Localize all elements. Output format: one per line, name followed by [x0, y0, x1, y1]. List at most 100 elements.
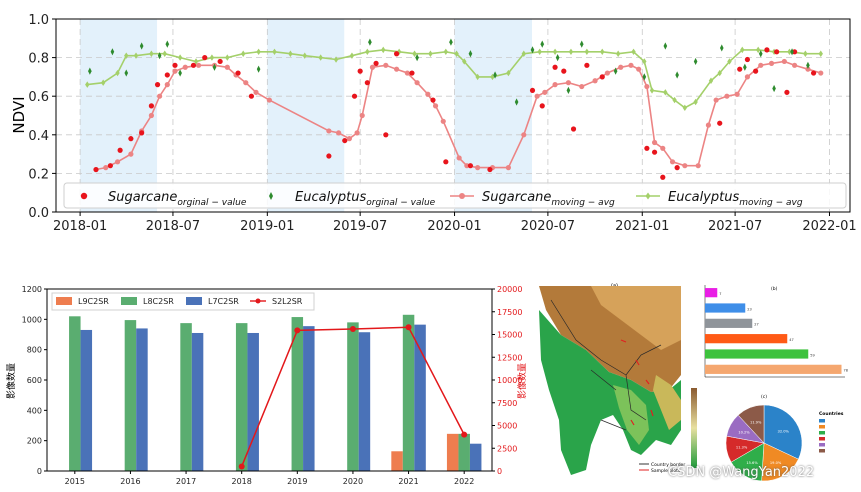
sugarcane-original-point [539, 103, 545, 109]
eucalyptus-moving-avg-point [600, 48, 605, 56]
eucalyptus-moving-avg-point [568, 48, 574, 56]
eucalyptus-moving-avg-point [241, 50, 246, 57]
sugarcane-moving-avg-point [781, 58, 787, 65]
eucalyptus-original-point [719, 44, 724, 52]
eucalyptus-moving-avg-point [225, 54, 230, 61]
eucalyptus-moving-avg-point [506, 69, 511, 77]
sugarcane-moving-avg-point [359, 112, 365, 119]
sugarcane-original-point [217, 58, 223, 65]
sugarcane-moving-avg-point [326, 128, 332, 134]
bar-y-axis-label: 影像数量 [5, 363, 17, 399]
sugarcane-original-point [584, 62, 590, 68]
pie-slice-label: 10.2% [738, 431, 750, 435]
legend-marker [459, 193, 465, 199]
map-composite-figure: (a) Country border Sample plots (b) 7232… [531, 280, 861, 490]
x-tick-label: 2019-07 [333, 219, 387, 234]
bar-l8c2sr [180, 323, 192, 471]
eucalyptus-moving-avg-point [454, 50, 459, 57]
bar-l9c2sr [446, 433, 459, 471]
bar-l7c2sr [136, 328, 148, 471]
sugarcane-original-point [599, 74, 605, 80]
eucalyptus-moving-avg-point [521, 50, 526, 57]
map-country-borders [550, 299, 662, 431]
eucalyptus-original-point [642, 73, 647, 81]
eucalyptus-original-point [613, 67, 618, 75]
map-legend-border: Country border [651, 462, 685, 468]
eucalyptus-moving-avg-point [272, 48, 277, 56]
pie-legend-swatch [819, 449, 825, 453]
sugarcane-original-point [117, 147, 123, 153]
bar-l9c2sr [391, 451, 403, 471]
eucalyptus-original-point [256, 65, 261, 73]
x-tick-label: 2017 [176, 477, 196, 486]
eucalyptus-moving-avg-point [443, 48, 449, 56]
eucalyptus-moving-avg-point [288, 50, 293, 57]
sugarcane-moving-avg-point [651, 139, 658, 146]
eucalyptus-moving-avg-point [349, 52, 355, 59]
y-tick-label: 1.0 [28, 13, 49, 28]
eucalyptus-original-point [530, 46, 535, 54]
sugarcane-original-point [326, 153, 332, 159]
y-tick-label: 0 [37, 467, 42, 476]
sugarcane-moving-avg-point [604, 70, 610, 76]
y-tick-label: 400 [27, 406, 42, 415]
eucalyptus-original-point [415, 54, 419, 62]
sugarcane-moving-avg-point [383, 62, 389, 68]
sugarcane-moving-avg-point [266, 97, 272, 103]
x-tick-label: 2022 [454, 477, 474, 486]
pie-slice [737, 404, 765, 444]
sugarcane-moving-avg-point [404, 70, 410, 76]
watermark: CSDN @WangYan2022 [668, 465, 815, 480]
ndvi-shaded-periods [80, 19, 532, 212]
eucalyptus-moving-avg-point [631, 48, 636, 56]
bar-l8c2sr [402, 314, 415, 471]
pie-legend-swatch [819, 431, 825, 435]
sugarcane-moving-avg-point [592, 78, 598, 84]
small-bar-value: 59 [810, 353, 814, 357]
eucalyptus-moving-avg-point [552, 48, 558, 56]
sugarcane-moving-avg-point [744, 74, 751, 80]
small-bar-value: 78 [844, 369, 848, 373]
map-legend: Country border Sample plots [639, 462, 685, 474]
sugarcane-original-point [409, 70, 415, 76]
sugarcane-moving-avg-point [565, 80, 572, 86]
small-bar [705, 288, 718, 298]
sugarcane-moving-avg-point [336, 130, 342, 136]
sugarcane-moving-avg-point [172, 68, 178, 74]
eucalyptus-moving-avg-point [615, 50, 621, 57]
sugarcane-original-point [717, 120, 723, 126]
eucalyptus-original-point [555, 54, 560, 62]
bar-l7c2sr [191, 332, 204, 471]
x-tick-label: 2018 [232, 477, 252, 486]
sugarcane-original-point [248, 93, 255, 99]
y2-tick-label: 12500 [497, 353, 522, 362]
sugarcane-moving-avg-point [432, 103, 439, 109]
sugarcane-moving-avg-point [579, 83, 585, 90]
s2l2sr-point [349, 326, 356, 333]
eucalyptus-moving-avg-point [537, 48, 542, 56]
sugarcane-original-point [561, 68, 567, 74]
pie-slice [763, 404, 803, 460]
ndvi-plot-frame [55, 18, 851, 213]
small-bar-panel-label: (b) [771, 286, 778, 292]
small-bar [705, 334, 788, 344]
eucalyptus-moving-avg-point [642, 58, 647, 65]
pie-slice-label: 32.0% [778, 429, 790, 433]
eucalyptus-moving-avg-point [333, 56, 339, 63]
sugarcane-original-point [737, 66, 743, 72]
ndvi-legend: Sugarcaneorginal − value Eucalyptusorgina… [63, 182, 847, 209]
legend-marker [255, 298, 261, 304]
sugarcane-moving-avg-point [534, 93, 540, 99]
ndvi-time-series-chart: 2018-01 2018-07 2019-01 2019-07 2020-01 2020-… [10, 13, 857, 234]
y-tick-label: 0.4 [28, 129, 49, 144]
pie-slice [761, 442, 799, 482]
sugarcane-original-point [235, 70, 241, 76]
sugarcane-moving-avg-point [369, 64, 376, 70]
eucalyptus-original-point [693, 57, 698, 66]
eucalyptus-moving-avg-point [149, 50, 154, 57]
eucalyptus-original-point [468, 50, 473, 58]
sugarcane-moving-avg-point [805, 66, 811, 72]
sugarcane-original-point [128, 136, 134, 142]
sugarcane-moving-avg-point [695, 163, 701, 169]
elevation-colorbar [691, 388, 697, 468]
